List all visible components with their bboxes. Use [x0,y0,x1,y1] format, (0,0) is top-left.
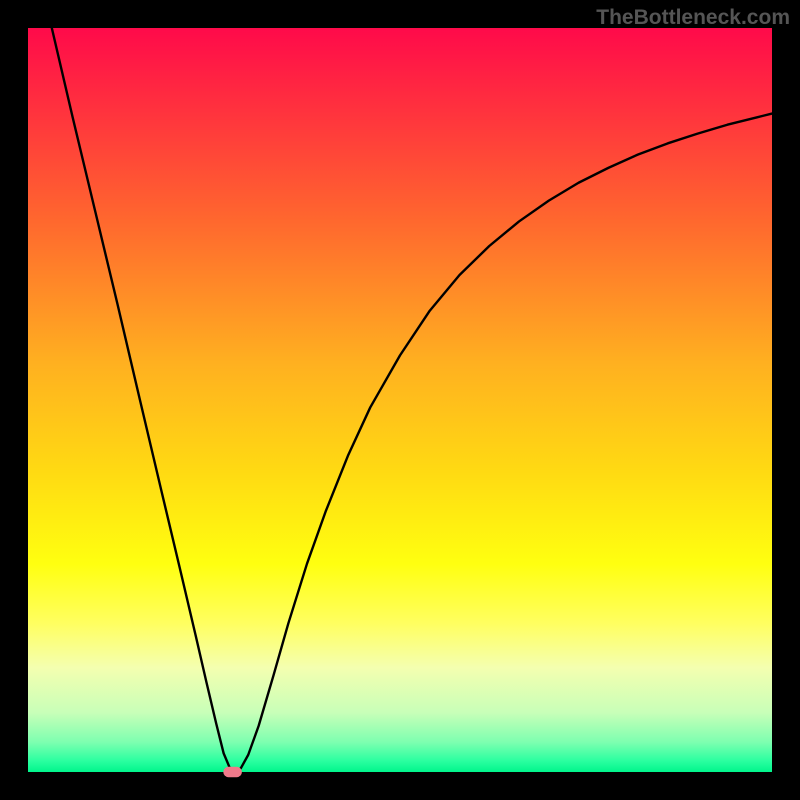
figure-container: TheBottleneck.com [0,0,800,800]
bottleneck-chart [0,0,800,800]
optimal-marker [223,767,242,777]
watermark-text: TheBottleneck.com [596,6,790,30]
